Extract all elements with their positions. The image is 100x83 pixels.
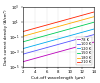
100 K [22,54,24,55]
180 K [82,19,83,20]
210 K [65,19,66,20]
78 K [22,61,23,62]
120 K [64,37,66,38]
78 K [65,50,66,51]
210 K [22,31,24,32]
180 K [22,36,24,37]
210 K [64,20,66,21]
Line: 210 K: 210 K [23,12,94,32]
120 K [93,29,95,30]
Line: 180 K: 180 K [23,17,94,36]
78 K [93,42,95,43]
210 K [87,13,88,14]
150 K [64,30,66,31]
180 K [64,24,66,25]
Line: 100 K: 100 K [23,35,94,54]
210 K [66,19,67,20]
78 K [87,43,88,44]
Y-axis label: Dark current density (A/cm²): Dark current density (A/cm²) [4,9,8,65]
120 K [82,32,83,33]
150 K [66,29,67,30]
78 K [64,50,66,51]
150 K [65,30,66,31]
210 K [22,31,23,32]
78 K [82,45,83,46]
Legend: 78 K, 100 K, 120 K, 150 K, 180 K, 210 K: 78 K, 100 K, 120 K, 150 K, 180 K, 210 K [76,37,92,65]
210 K [82,15,83,16]
100 K [93,34,95,35]
Line: 120 K: 120 K [23,29,94,49]
78 K [66,49,67,50]
120 K [65,36,66,37]
150 K [22,41,24,42]
150 K [82,25,83,26]
120 K [22,48,23,49]
150 K [93,22,95,23]
210 K [93,11,95,12]
100 K [22,54,23,55]
100 K [87,36,88,37]
180 K [87,18,88,19]
120 K [87,30,88,31]
X-axis label: Cut-off wavelength (μm): Cut-off wavelength (μm) [32,76,85,80]
Line: 78 K: 78 K [23,42,94,62]
120 K [22,48,24,49]
100 K [65,42,66,43]
100 K [82,37,83,38]
Line: 150 K: 150 K [23,22,94,42]
180 K [22,36,23,37]
180 K [66,24,67,25]
180 K [65,24,66,25]
120 K [66,36,67,37]
100 K [66,42,67,43]
150 K [87,24,88,25]
78 K [22,61,24,62]
100 K [64,42,66,43]
150 K [22,41,23,42]
180 K [93,16,95,17]
